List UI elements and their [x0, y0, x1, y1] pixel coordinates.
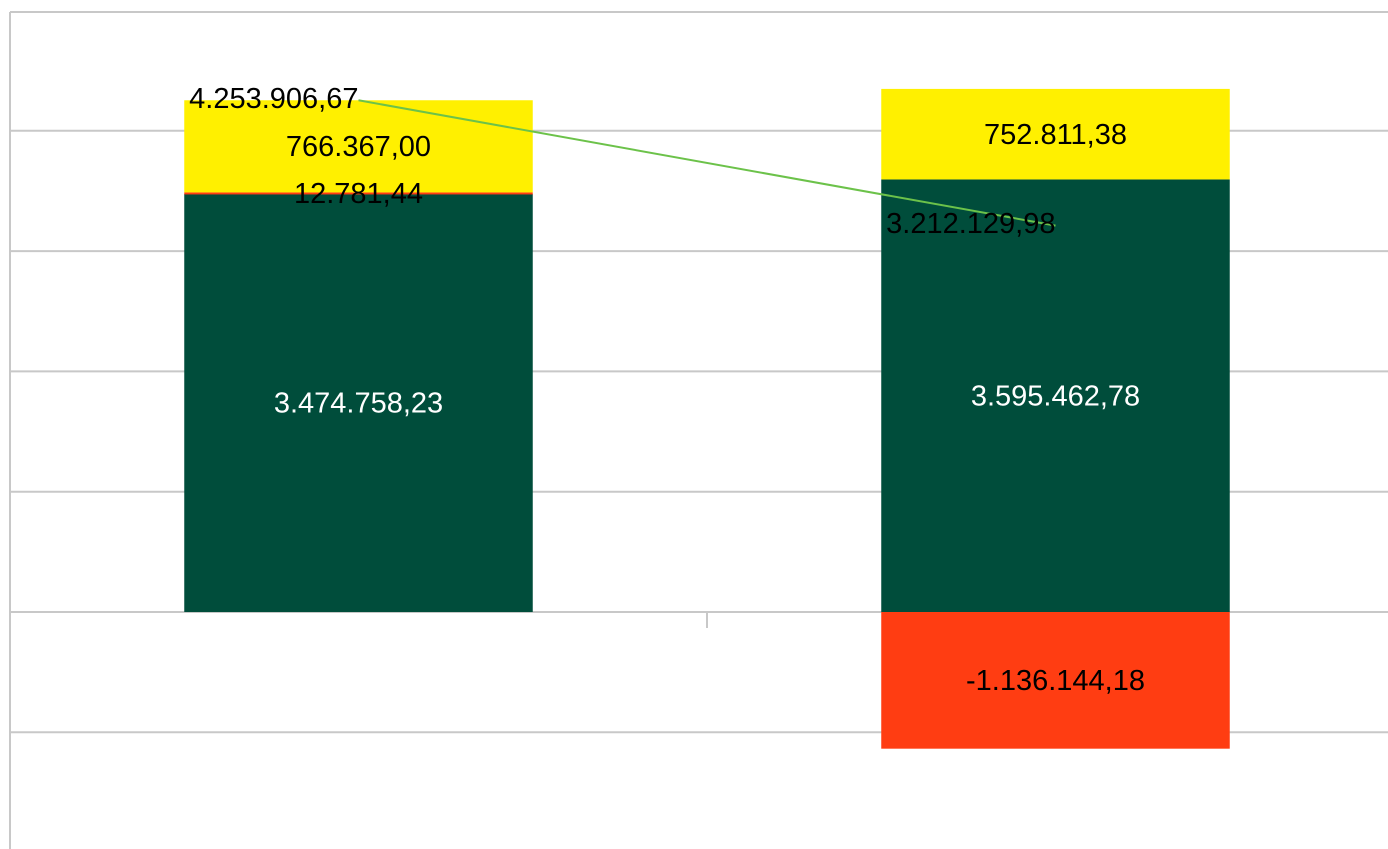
total-line	[358, 99, 1056, 227]
bar-segment	[184, 100, 533, 193]
data-label: 4.253.906,67	[189, 83, 358, 115]
data-label: 3.595.462,78	[971, 380, 1140, 412]
bar-segment	[881, 612, 1230, 749]
data-label: -1.136.144,18	[966, 665, 1145, 697]
bar-segment	[881, 88, 1230, 180]
data-label: 12.781,44	[294, 178, 423, 210]
bar-segment	[881, 179, 1230, 613]
bar-segment	[184, 193, 533, 613]
data-label: 766.367,00	[286, 131, 431, 163]
data-label: 752.811,38	[984, 119, 1127, 151]
data-label: 3.474.758,23	[274, 388, 443, 420]
bar-segment	[184, 192, 533, 195]
data-label: 3.212.129,98	[886, 208, 1055, 240]
